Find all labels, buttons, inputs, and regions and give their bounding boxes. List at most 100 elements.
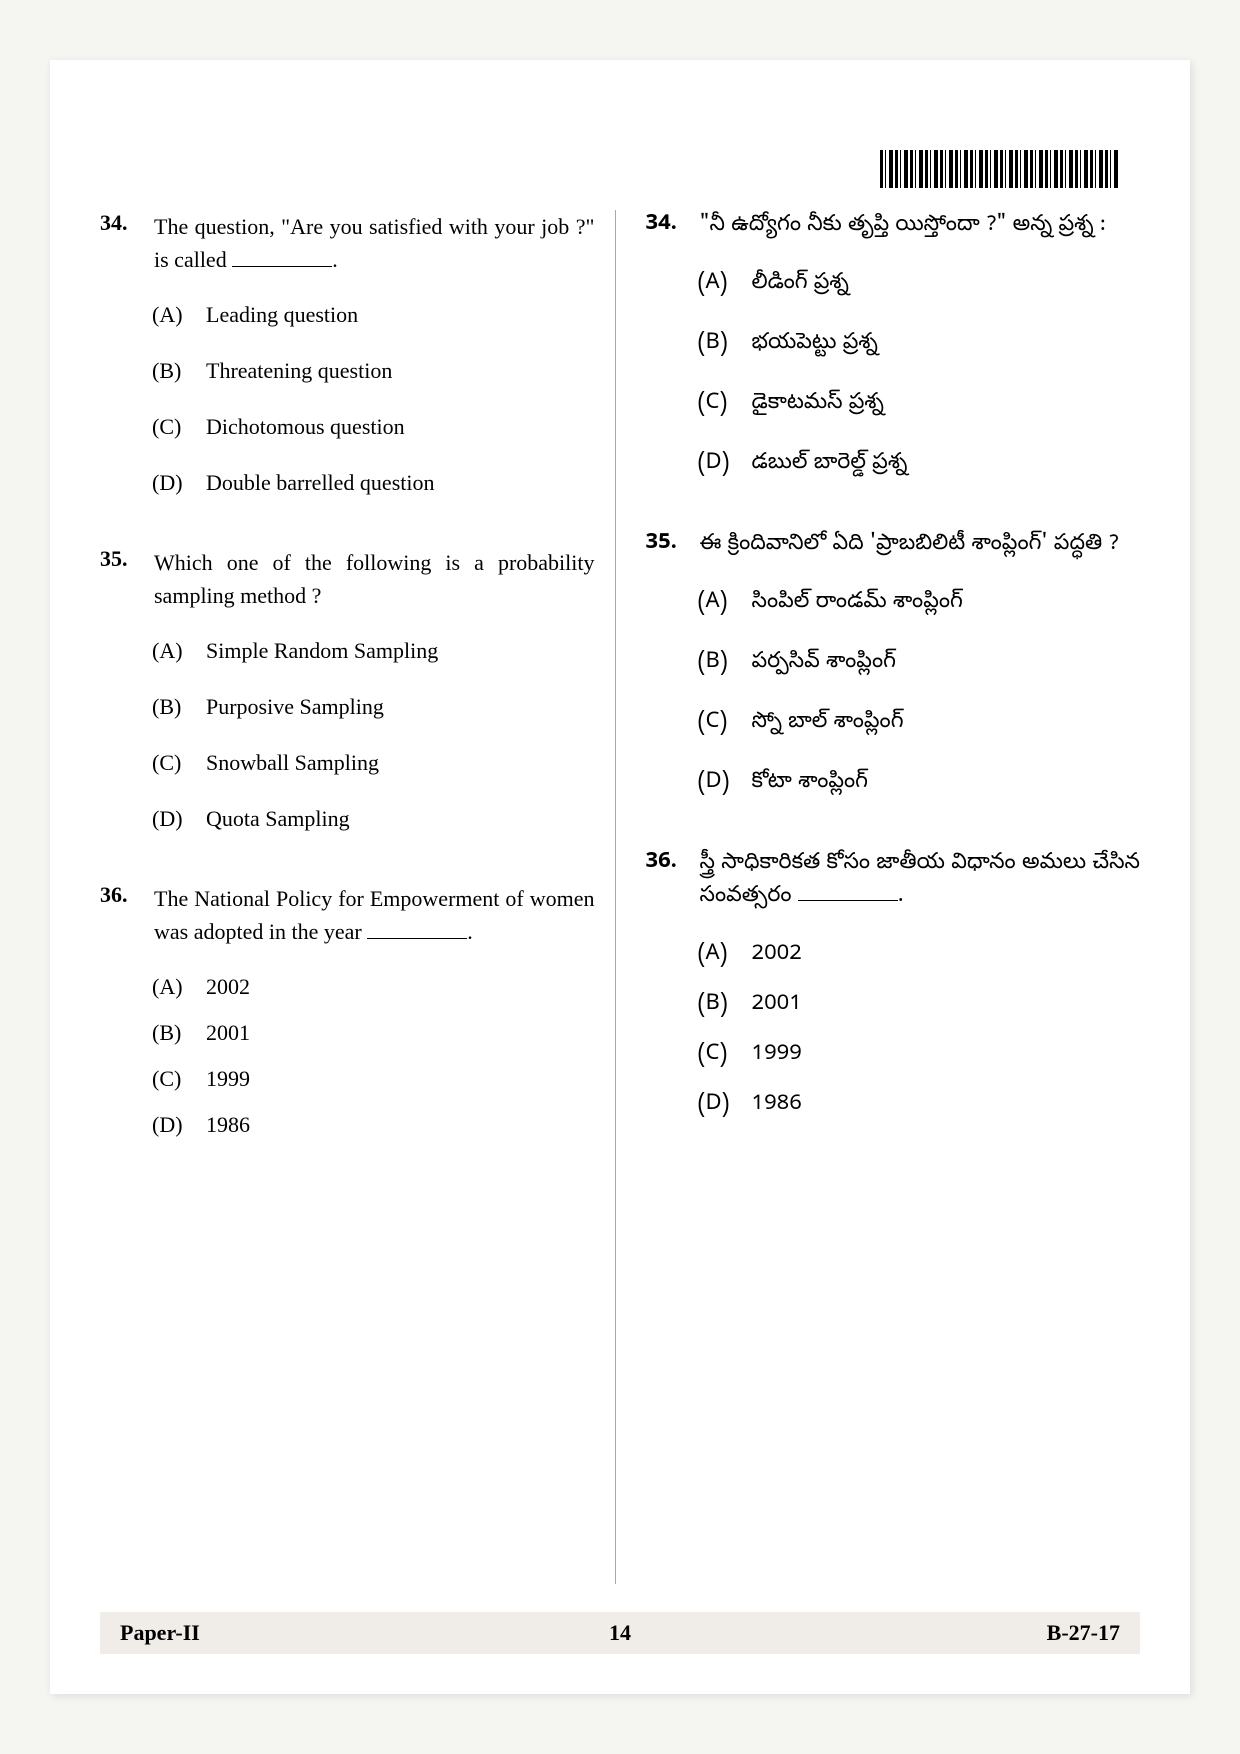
option-label: (C) (698, 1040, 734, 1070)
question-number: 36. (646, 848, 684, 914)
option-label: (B) (152, 358, 188, 384)
options-list: (A)2002 (B)2001 (C) 1999 (D) 1986 (698, 940, 1141, 1120)
option-row: (C) స్నో బాల్ శాంప్లింగ్ (698, 708, 1141, 738)
option-row: (D)1986 (152, 1112, 595, 1138)
option-row: (A) సింపిల్ రాండమ్ శాంప్లింగ్ (698, 588, 1141, 618)
option-text: స్నో బాల్ శాంప్లింగ్ (752, 708, 1141, 738)
question-text: The question, "Are you satisfied with yo… (154, 210, 595, 276)
right-column: 34. "నీ ఉద్యోగం నీకు తృప్తి యిస్తోందా ?" … (646, 210, 1141, 1584)
option-row: (B) Purposive Sampling (152, 694, 595, 720)
option-row: (A)2002 (152, 974, 595, 1000)
question-block: 36. The National Policy for Empowerment o… (100, 882, 595, 1138)
option-row: (C) Dichotomous question (152, 414, 595, 440)
question-number: 34. (100, 210, 138, 276)
blank-line (798, 900, 898, 901)
option-row: (B)2001 (152, 1020, 595, 1046)
blank-line (367, 938, 467, 939)
option-label: (A) (698, 588, 734, 618)
option-label: (D) (152, 470, 188, 496)
option-text: 2001 (752, 990, 1141, 1020)
question-block: 35.ఈ క్రిందివానిలో ఏది 'ప్రాబబిలిటీ శాంప… (646, 529, 1141, 798)
option-row: (D) Double barrelled question (152, 470, 595, 496)
option-row: (C) Snowball Sampling (152, 750, 595, 776)
option-text: Threatening question (206, 358, 595, 384)
option-row: (A) Simple Random Sampling (152, 638, 595, 664)
option-label: (D) (698, 768, 734, 798)
option-row: (B) పర్పసివ్ శాంప్లింగ్ (698, 648, 1141, 678)
option-label: (C) (698, 389, 734, 419)
question-block: 36. స్త్రీ సాధికారికత కోసం జాతీయ విధానం అ… (646, 848, 1141, 1120)
question-number: 35. (100, 546, 138, 612)
option-label: (A) (698, 269, 734, 299)
option-label: (D) (152, 1112, 188, 1138)
question-row: 36. స్త్రీ సాధికారికత కోసం జాతీయ విధానం అ… (646, 848, 1141, 914)
option-label: (D) (152, 806, 188, 832)
option-label: (B) (152, 694, 188, 720)
option-text: కోటా శాంప్లింగ్ (752, 768, 1141, 798)
option-text: Quota Sampling (206, 806, 595, 832)
question-row: 34. "నీ ఉద్యోగం నీకు తృప్తి యిస్తోందా ?" … (646, 210, 1141, 243)
option-label: (C) (152, 414, 188, 440)
option-label: (C) (698, 708, 734, 738)
option-text: 1986 (752, 1090, 1141, 1120)
question-text: "నీ ఉద్యోగం నీకు తృప్తి యిస్తోందా ?" అన్… (700, 210, 1141, 243)
question-row: 34. The question, "Are you satisfied with… (100, 210, 595, 276)
option-row: (A) Leading question (152, 302, 595, 328)
options-list: (A) సింపిల్ రాండమ్ శాంప్లింగ్ (B) పర్పసివ్ … (698, 588, 1141, 798)
page-container: 34. The question, "Are you satisfied with… (50, 60, 1190, 1694)
options-list: (A) Leading question (B) Threatening questi… (152, 302, 595, 496)
option-text: పర్పసివ్ శాంప్లింగ్ (752, 648, 1141, 678)
question-number: 34. (646, 210, 684, 243)
question-text: Which one of the following is a probabil… (154, 546, 595, 612)
option-label: (A) (152, 974, 188, 1000)
question-number: 35. (646, 529, 684, 562)
content-area: 34. The question, "Are you satisfied with… (100, 210, 1140, 1584)
option-text: 2002 (752, 940, 1141, 970)
option-text: Purposive Sampling (206, 694, 595, 720)
barcode-icon (880, 150, 1120, 188)
option-text: 1999 (206, 1066, 595, 1092)
option-text: డైకాటమస్ ప్రశ్న (752, 389, 1141, 419)
question-block: 35. Which one of the following is a proba… (100, 546, 595, 832)
option-row: (B) Threatening question (152, 358, 595, 384)
option-row: (D) Quota Sampling (152, 806, 595, 832)
option-label: (D) (698, 449, 734, 479)
option-text: Dichotomous question (206, 414, 595, 440)
option-text: Snowball Sampling (206, 750, 595, 776)
option-label: (B) (698, 329, 734, 359)
option-row: (A)2002 (698, 940, 1141, 970)
question-text: The National Policy for Empowerment of w… (154, 882, 595, 948)
blank-line (232, 266, 332, 267)
option-label: (A) (152, 638, 188, 664)
footer-code: B-27-17 (787, 1620, 1120, 1646)
option-row: (D) 1986 (698, 1090, 1141, 1120)
option-text: Simple Random Sampling (206, 638, 595, 664)
question-row: 36. The National Policy for Empowerment o… (100, 882, 595, 948)
option-label: (C) (152, 750, 188, 776)
question-block: 34. The question, "Are you satisfied with… (100, 210, 595, 496)
options-list: (A)2002 (B)2001 (C) 1999 (D)1986 (152, 974, 595, 1138)
option-text: లీడింగ్ ప్రశ్న (752, 269, 1141, 299)
option-text: సింపిల్ రాండమ్ శాంప్లింగ్ (752, 588, 1141, 618)
option-text: Double barrelled question (206, 470, 595, 496)
option-text: డబుల్ బారెల్డ్ ప్రశ్న (752, 449, 1141, 479)
question-text: స్త్రీ సాధికారికత కోసం జాతీయ విధానం అమలు… (700, 848, 1141, 914)
question-row: 35. Which one of the following is a proba… (100, 546, 595, 612)
option-text: Leading question (206, 302, 595, 328)
option-label: (C) (152, 1066, 188, 1092)
option-row: (B)2001 (698, 990, 1141, 1020)
question-block: 34. "నీ ఉద్యోగం నీకు తృప్తి యిస్తోందా ?" … (646, 210, 1141, 479)
option-row: (D) కోటా శాంప్లింగ్ (698, 768, 1141, 798)
option-label: (A) (152, 302, 188, 328)
option-row: (C) 1999 (698, 1040, 1141, 1070)
option-row: (C) డైకాటమస్ ప్రశ్న (698, 389, 1141, 419)
option-text: భయపెట్టు ప్రశ్న (752, 329, 1141, 359)
left-column: 34. The question, "Are you satisfied with… (100, 210, 616, 1584)
option-label: (D) (698, 1090, 734, 1120)
option-text: 1999 (752, 1040, 1141, 1070)
option-row: (D) డబుల్ బారెల్డ్ ప్రశ్న (698, 449, 1141, 479)
footer-paper-label: Paper-II (120, 1620, 453, 1646)
question-number: 36. (100, 882, 138, 948)
option-text: 2001 (206, 1020, 595, 1046)
option-label: (B) (698, 648, 734, 678)
